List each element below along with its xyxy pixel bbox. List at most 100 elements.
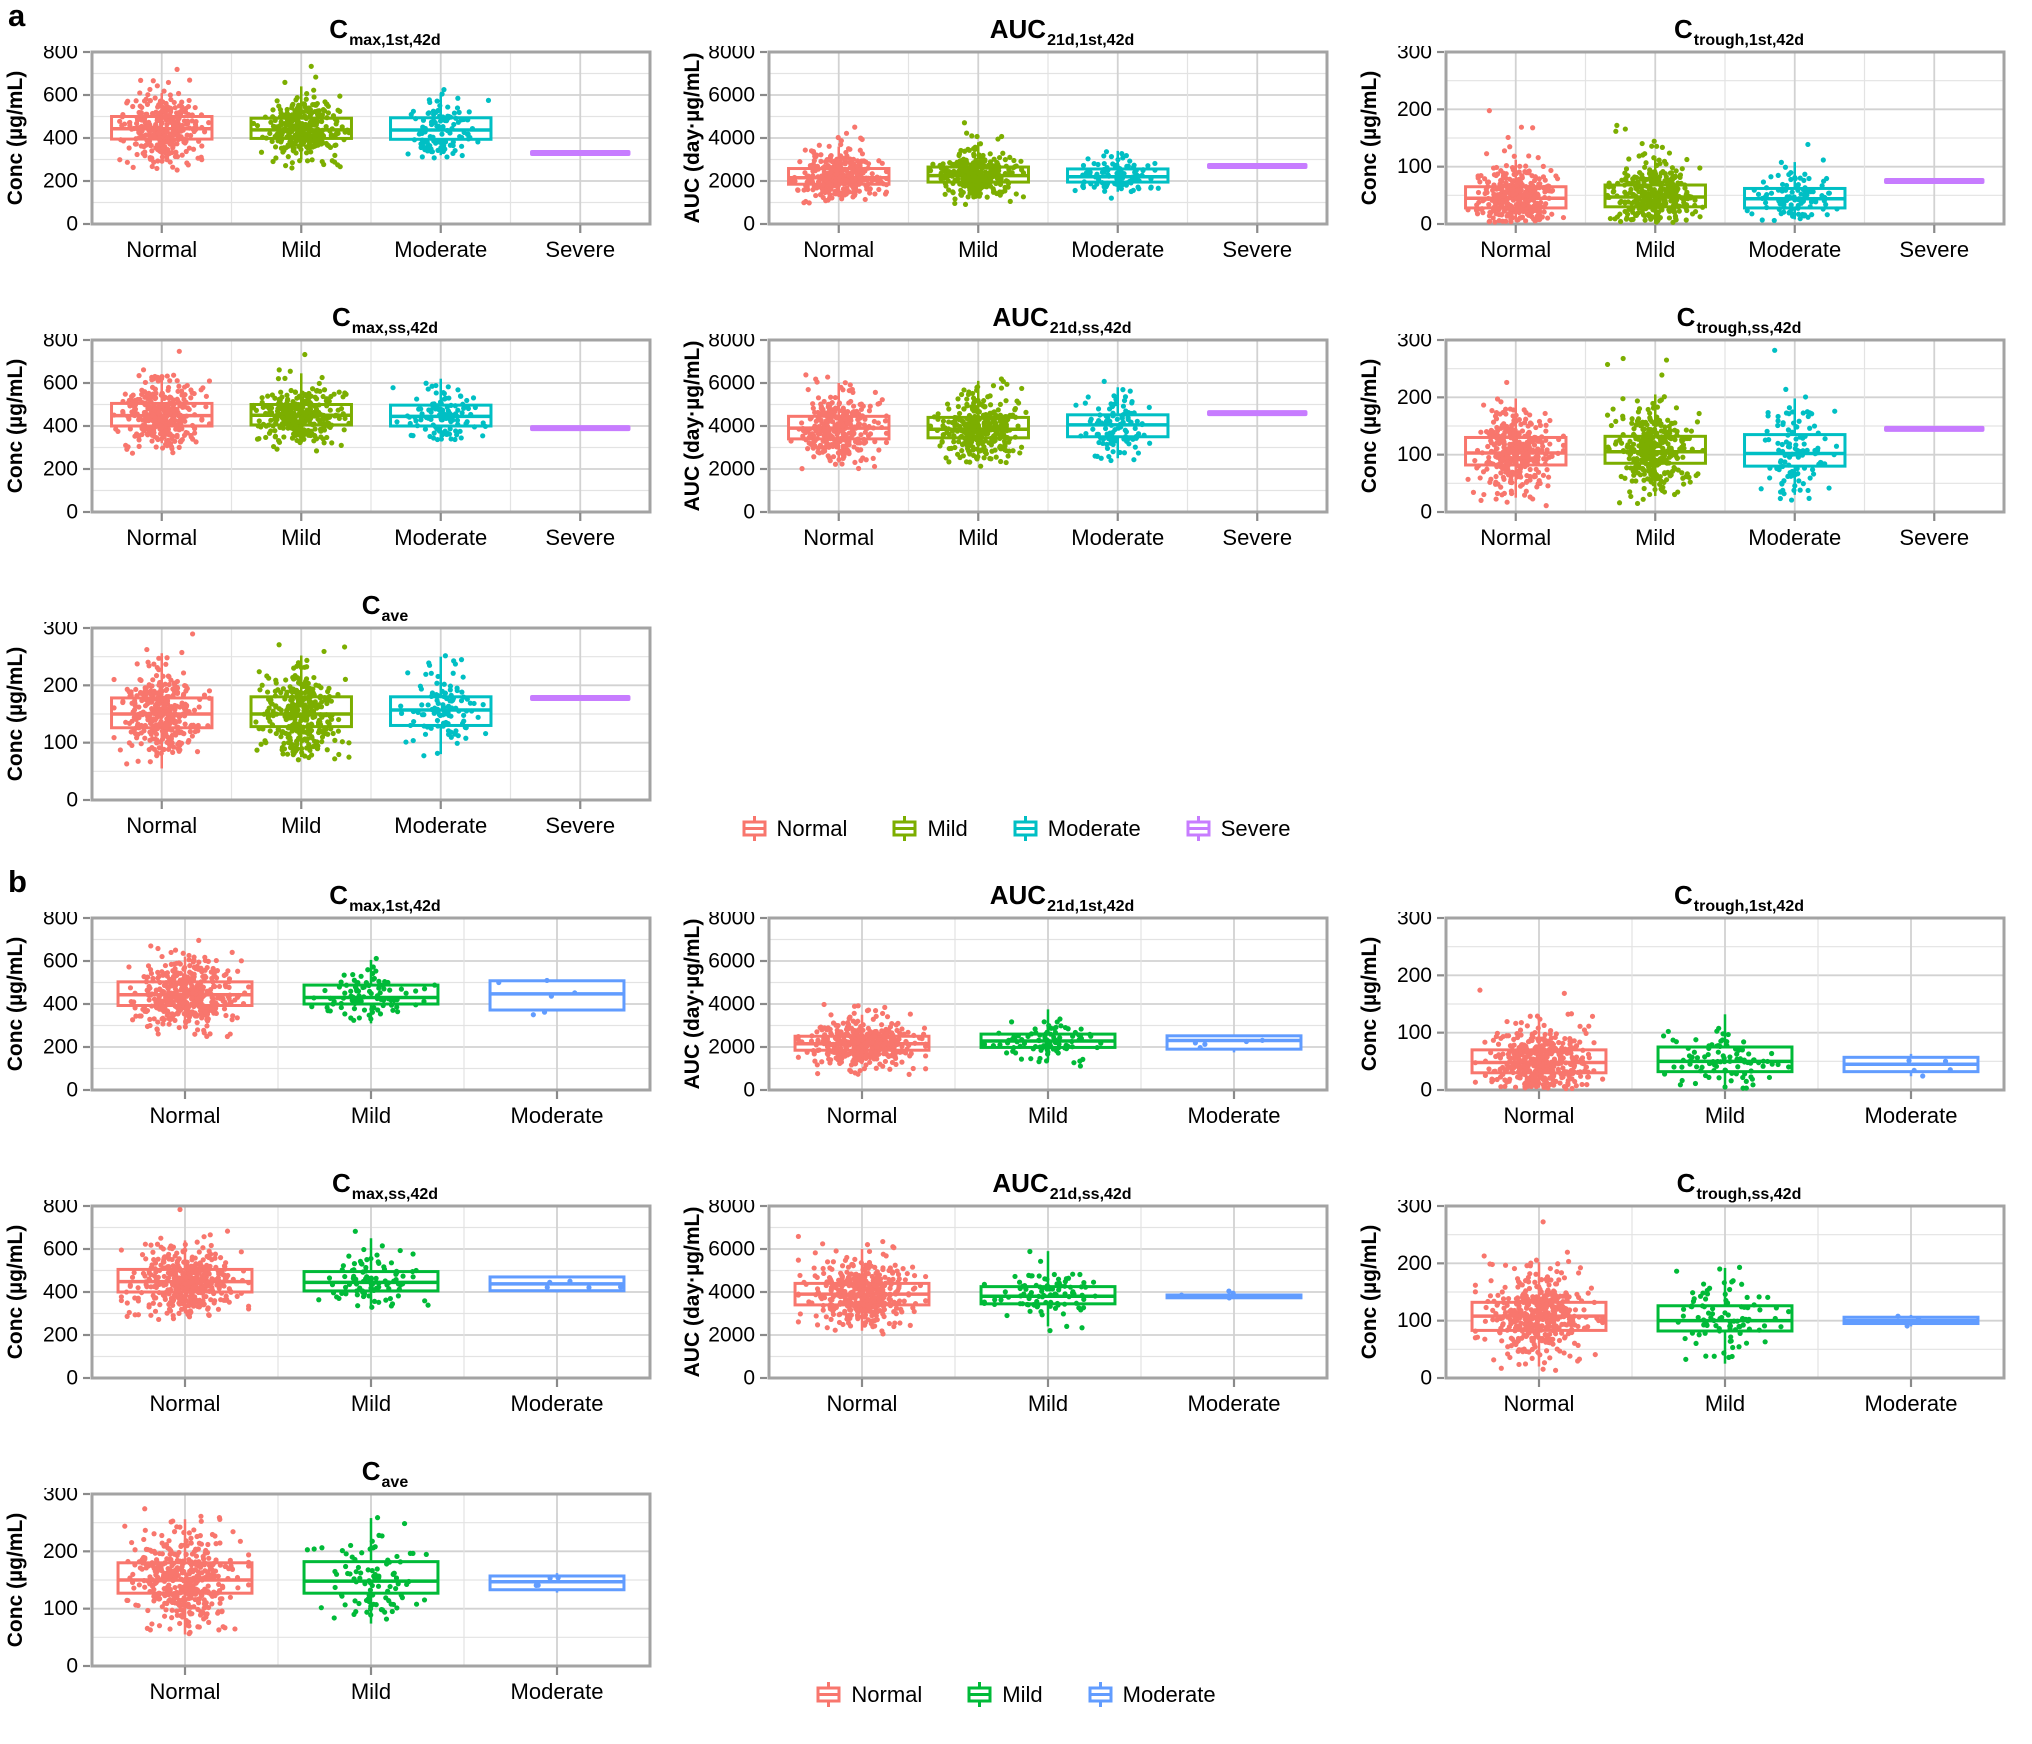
title-main: C (1673, 880, 1693, 910)
svg-text:Conc (µg/mL): Conc (µg/mL) (1358, 71, 1381, 206)
title-subscript: trough,1st,42d (1693, 898, 1804, 915)
title-main: C (361, 1456, 381, 1486)
svg-text:Normal: Normal (1480, 525, 1551, 550)
boxplot-key-icon (1088, 1682, 1113, 1707)
legend-label: Severe (1220, 815, 1291, 841)
panel-b-grid: Cmax,1st,42d 0 200 400 600 800 Conc (µg/mL) No… (0, 866, 2032, 1710)
boxplot-key-icon (892, 816, 917, 841)
panel-a-grid: Cmax,1st,42d 0 200 400 600 800 Conc (µg/mL) No… (0, 0, 2032, 844)
svg-text:Severe: Severe (545, 237, 615, 262)
subplot-title: Ctrough,1st,42d (1354, 872, 2031, 915)
subplot-title: Ctrough,1st,42d (1354, 6, 2031, 49)
boxplot-key-icon (742, 816, 767, 841)
svg-text:Moderate: Moderate (394, 237, 487, 262)
svg-text:Normal: Normal (1480, 237, 1551, 262)
subplot-b-cmax-ss-42d: Cmax,ss,42d 0 200 400 600 800 Conc (µg/mL) Nor… (0, 1160, 677, 1422)
svg-text:Moderate: Moderate (394, 525, 487, 550)
boxplot-key-icon (816, 1682, 841, 1707)
legend-label: Normal (776, 815, 848, 841)
svg-text:Mild: Mild (1635, 237, 1675, 262)
title-main: C (331, 1168, 351, 1198)
svg-text:Mild: Mild (958, 237, 998, 262)
title-main: C (1676, 302, 1696, 332)
svg-text:600: 600 (43, 372, 78, 395)
subplot-b-cave: Cave 0 100 200 300 Conc (µg/mL) Normal Mild Mod… (0, 1448, 677, 1710)
title-subscript: 21d,1st,42d (1047, 32, 1135, 49)
boxplot-key-icon (967, 1682, 992, 1707)
legend-b-items: Normal Mild Moderate (815, 1681, 1216, 1708)
svg-text:Severe: Severe (545, 525, 615, 550)
svg-text:8000: 8000 (708, 334, 755, 352)
subplot-title: Cave (0, 582, 677, 625)
svg-text:200: 200 (1397, 386, 1432, 409)
svg-text:Normal: Normal (126, 237, 197, 262)
title-main: AUC (989, 880, 1047, 910)
legend-a: Normal Mild Moderate Severe (741, 815, 1291, 844)
svg-text:6000: 6000 (708, 372, 755, 395)
svg-text:Normal: Normal (803, 525, 874, 550)
boxplot-key-icon (1013, 816, 1038, 841)
boxplot-key-icon (1186, 816, 1211, 841)
svg-text:Severe: Severe (1899, 525, 1969, 550)
svg-text:Conc (µg/mL): Conc (µg/mL) (4, 359, 27, 494)
svg-text:Moderate: Moderate (1071, 237, 1164, 262)
legend-item-normal: Normal (741, 815, 848, 842)
svg-text:AUC (day·µg/mL): AUC (day·µg/mL) (681, 53, 704, 224)
panel-a: a Cmax,1st,42d 0 200 400 600 800 Conc (µg/mL)… (0, 0, 2032, 844)
svg-text:Severe: Severe (1222, 525, 1292, 550)
legend-item-mild: Mild (966, 1681, 1043, 1708)
svg-text:100: 100 (1397, 443, 1432, 466)
legend-b: Normal Mild Moderate (815, 1681, 1216, 1710)
title-subscript: ave (381, 608, 409, 625)
title-subscript: max,ss,42d (351, 320, 439, 337)
legend-item-mild: Mild (891, 815, 968, 842)
title-subscript: 21d,ss,42d (1049, 1186, 1132, 1203)
subplot-title: Cmax,1st,42d (0, 872, 677, 915)
svg-text:200: 200 (1397, 98, 1432, 121)
title-subscript: ave (381, 1474, 409, 1491)
title-main: C (361, 590, 381, 620)
subplot-a-cmax-1st-42d: Cmax,1st,42d 0 200 400 600 800 Conc (µg/mL) No… (0, 6, 677, 268)
svg-text:Mild: Mild (281, 237, 321, 262)
subplot-title: AUC21d,ss,42d (677, 294, 1354, 337)
subplot-title: AUC21d,1st,42d (677, 6, 1354, 49)
subplot-a-cave: Cave 0 100 200 300 Conc (µg/mL) Normal Mild Mod… (0, 582, 677, 844)
svg-text:100: 100 (1397, 155, 1432, 178)
svg-text:6000: 6000 (708, 84, 755, 107)
title-main: AUC (992, 302, 1049, 332)
subplot-a-cmax-ss-42d: Cmax,ss,42d 0 200 400 600 800 Conc (µg/mL) Nor… (0, 294, 677, 556)
legend-item-moderate: Moderate (1087, 1681, 1216, 1708)
svg-text:Normal: Normal (126, 525, 197, 550)
title-main: AUC (989, 14, 1047, 44)
svg-text:0: 0 (66, 501, 78, 524)
subplot-b-auc-21d-1st-42d: AUC21d,1st,42d 0 2000 4000 6000 8000 AUC (day… (677, 872, 1354, 1134)
svg-text:400: 400 (43, 415, 78, 438)
legend-label: Moderate (1047, 815, 1141, 841)
svg-text:400: 400 (43, 127, 78, 150)
title-subscript: trough,ss,42d (1696, 1186, 1802, 1203)
legend-label: Moderate (1122, 1681, 1216, 1707)
svg-text:AUC (day·µg/mL): AUC (day·µg/mL) (681, 341, 704, 512)
svg-text:2000: 2000 (708, 170, 755, 193)
svg-text:4000: 4000 (708, 415, 755, 438)
svg-text:0: 0 (743, 213, 755, 236)
svg-text:0: 0 (1420, 213, 1432, 236)
svg-text:Conc (µg/mL): Conc (µg/mL) (1358, 359, 1381, 494)
svg-text:2000: 2000 (708, 458, 755, 481)
svg-text:Conc (µg/mL): Conc (µg/mL) (4, 71, 27, 206)
title-subscript: 21d,1st,42d (1047, 898, 1135, 915)
subplot-a-ctrough-ss-42d: Ctrough,ss,42d 0 100 200 300 Conc (µg/mL) Nor… (1354, 294, 2031, 556)
svg-text:Normal: Normal (803, 237, 874, 262)
legend-label: Mild (927, 815, 968, 841)
